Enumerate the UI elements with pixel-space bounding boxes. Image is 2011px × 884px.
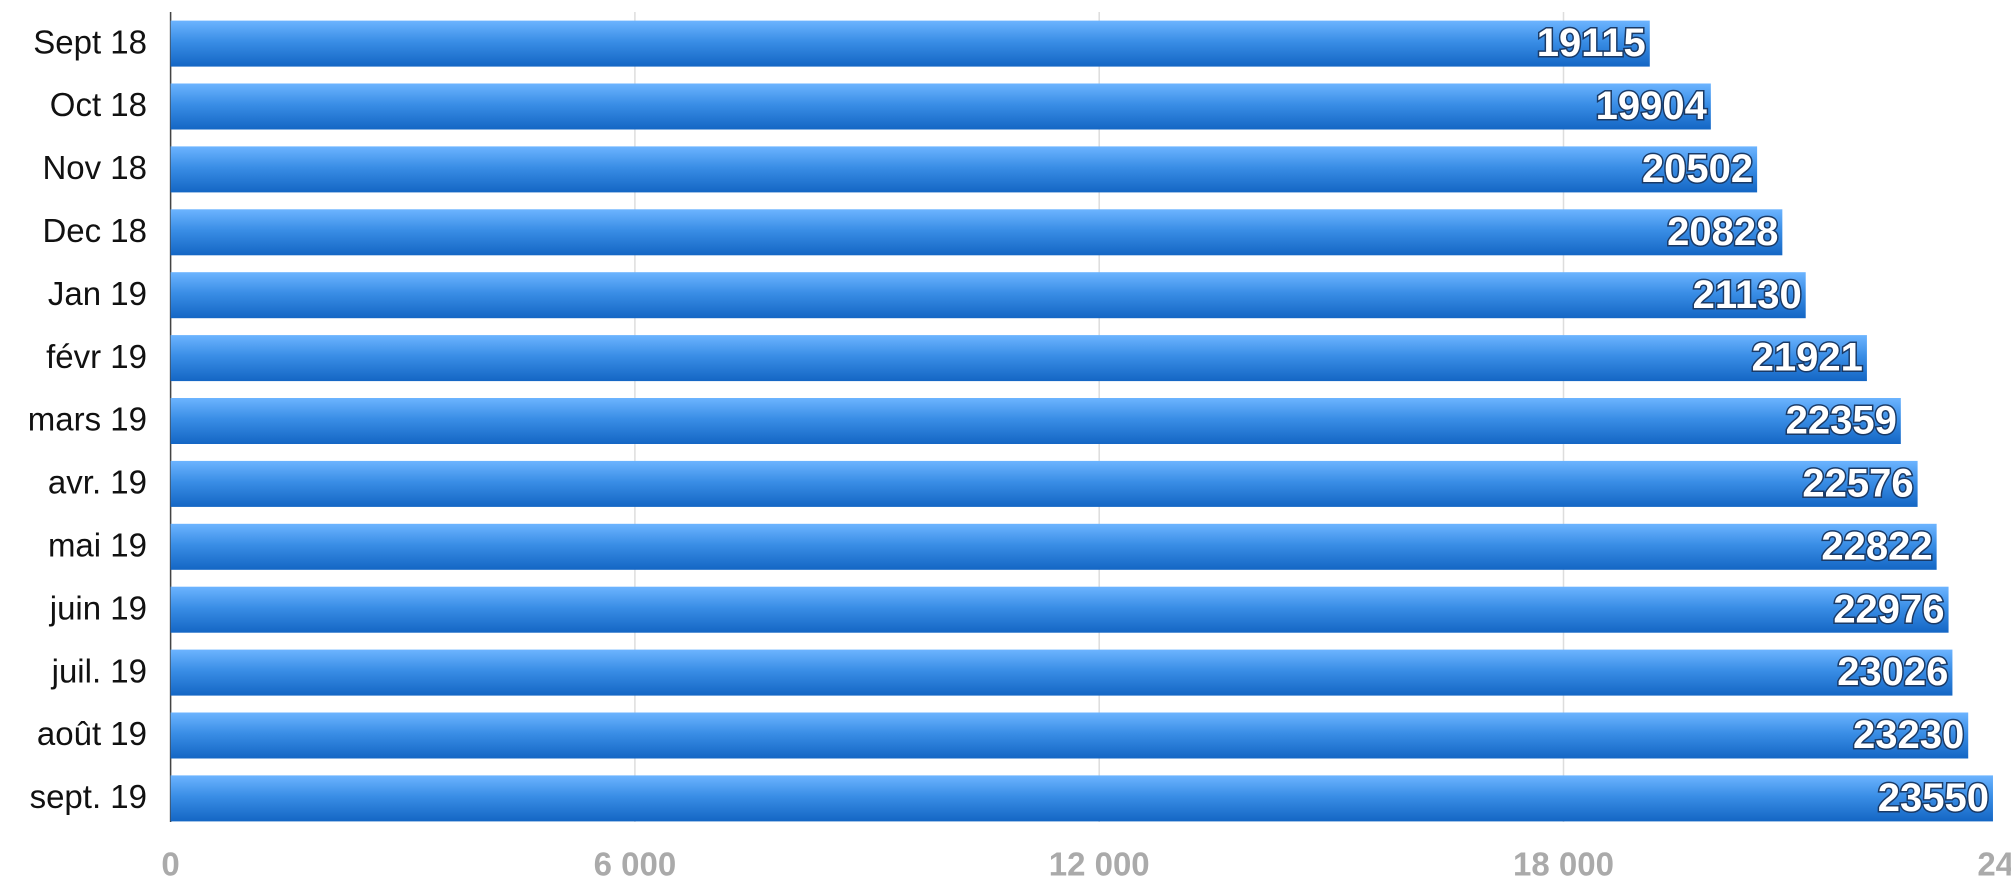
y-tick-label: févr 19	[46, 338, 147, 375]
value-label: 20828	[1667, 210, 1778, 254]
bar	[170, 272, 1806, 319]
bar	[170, 398, 1901, 444]
bar	[170, 460, 1918, 507]
bar	[170, 712, 1969, 759]
x-tick-label: 18 000	[1513, 846, 1614, 883]
value-label: 22359	[1786, 399, 1897, 443]
y-tick-label: Oct 18	[50, 86, 147, 123]
y-tick-label: Sept 18	[33, 23, 147, 60]
bar	[170, 649, 1953, 696]
value-label: 21130	[1693, 273, 1802, 317]
bar	[170, 775, 1993, 822]
y-tick-label: juil. 19	[51, 652, 147, 689]
bar	[170, 586, 1949, 633]
x-tick-label: 24 000	[1977, 846, 2011, 883]
bar	[170, 83, 1711, 130]
y-tick-label: août 19	[37, 715, 147, 752]
value-label: 23230	[1853, 713, 1964, 757]
x-tick-label: 12 000	[1049, 846, 1150, 883]
y-tick-label: avr. 19	[48, 464, 147, 501]
bar	[170, 335, 1867, 382]
value-label: 22976	[1833, 587, 1944, 631]
x-tick-label: 0	[161, 846, 179, 883]
bar	[170, 209, 1783, 256]
bar	[170, 146, 1758, 193]
value-label: 22822	[1821, 524, 1932, 568]
y-tick-label: Dec 18	[42, 212, 147, 249]
value-label: 20502	[1642, 147, 1753, 191]
x-tick-label: 6 000	[594, 846, 677, 883]
y-tick-label: mai 19	[48, 527, 147, 564]
value-label: 22576	[1802, 461, 1913, 505]
y-tick-label: mars 19	[28, 401, 147, 438]
value-label: 23026	[1837, 650, 1948, 694]
value-label: 19904	[1596, 84, 1708, 128]
value-label: 21921	[1752, 336, 1863, 380]
y-tick-label: Jan 19	[48, 275, 147, 312]
value-label: 19115	[1537, 21, 1646, 65]
bar	[170, 523, 1937, 570]
y-tick-label: juin 19	[49, 589, 147, 626]
y-tick-label: Nov 18	[42, 149, 147, 186]
value-label: 23550	[1878, 776, 1989, 820]
bar	[170, 20, 1650, 67]
y-tick-label: sept. 19	[30, 778, 147, 815]
